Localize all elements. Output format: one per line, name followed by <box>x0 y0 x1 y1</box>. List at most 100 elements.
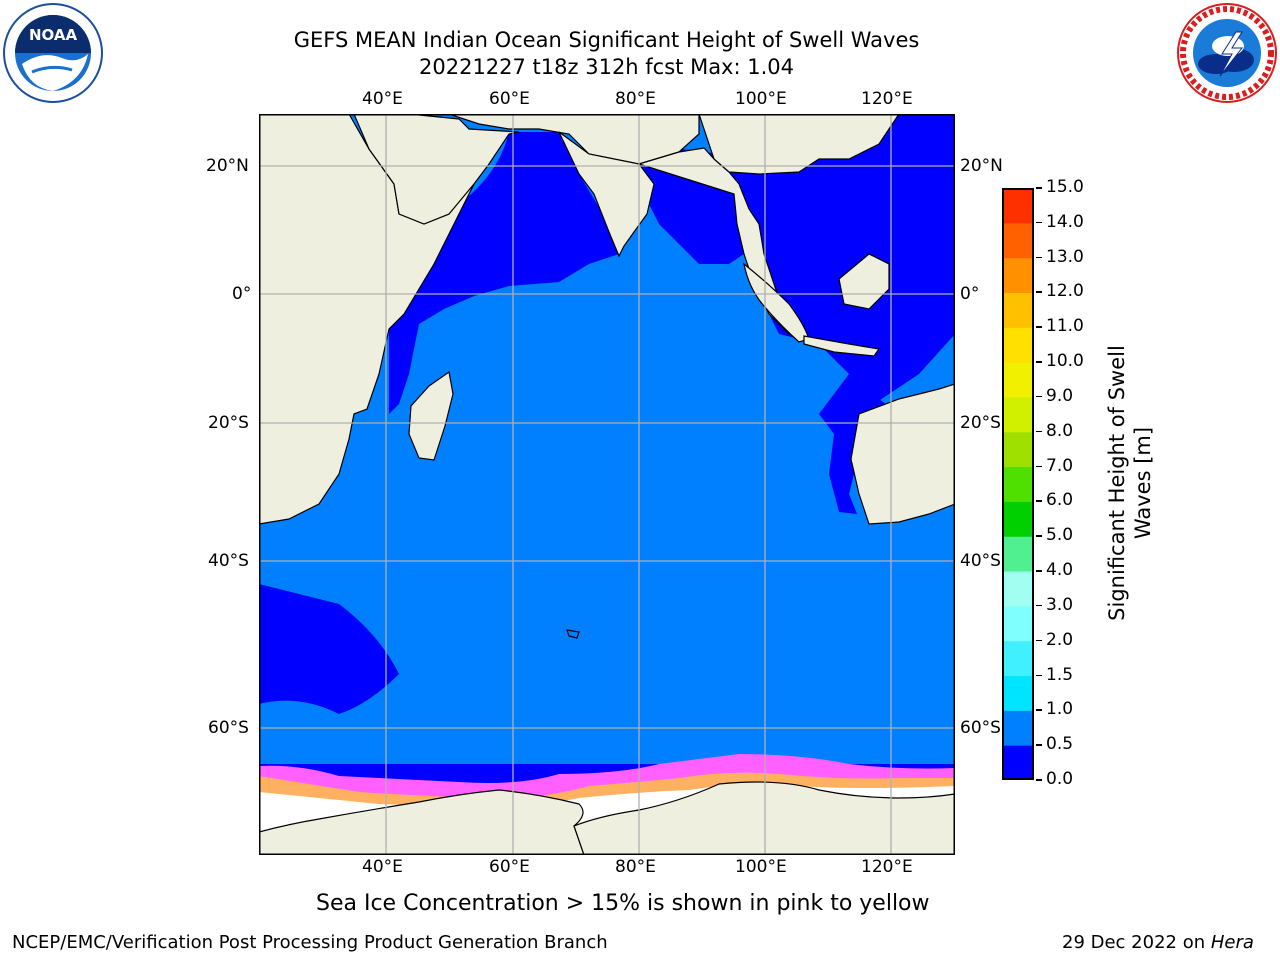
bottom-lon-label: 120°E <box>861 857 913 877</box>
footer-producer: NCEP/EMC/Verification Post Processing Pr… <box>12 932 608 953</box>
colorbar-title-line1: Significant Height of Swell <box>1105 345 1129 621</box>
colorbar-tick-label: 12.0 <box>1046 281 1084 302</box>
colorbar-tick-label: 14.0 <box>1046 211 1084 232</box>
colorbar-segment <box>1002 745 1034 781</box>
colorbar-tick-label: 8.0 <box>1046 420 1074 441</box>
left-lat-label: 0° <box>232 284 252 304</box>
graticule <box>259 114 955 855</box>
right-lat-label: 40°S <box>960 551 1001 571</box>
colorbar-tick-mark <box>1036 535 1042 537</box>
bottom-lon-label: 100°E <box>735 857 787 877</box>
land-kerguelen <box>566 629 580 639</box>
low-swell-southwest <box>259 584 399 714</box>
footer-machine: Hera <box>1210 932 1254 953</box>
colorbar-tick-label: 10.0 <box>1046 351 1084 372</box>
colorbar-tick-mark <box>1036 361 1042 363</box>
map-title: GEFS MEAN Indian Ocean Significant Heigh… <box>293 28 920 52</box>
colorbar-segment <box>1002 257 1034 293</box>
colorbar-tick-mark <box>1036 570 1042 572</box>
colorbar-ticks: 0.0 0.5 1.0 1.5 2.0 3.0 4.0 5.0 6.0 7.0 8.0 9.0 10.0… <box>1036 177 1106 789</box>
colorbar-segment <box>1002 327 1034 363</box>
colorbar-border <box>1002 188 1034 780</box>
left-lat-label: 20°S <box>208 413 249 433</box>
colorbar-segment <box>1002 466 1034 502</box>
colorbar-tick-label: 13.0 <box>1046 246 1084 267</box>
colorbar-tick-label: 4.0 <box>1046 560 1074 581</box>
bottom-lon-label: 60°E <box>489 857 530 877</box>
map-panel <box>258 113 956 856</box>
colorbar-tick-mark <box>1036 779 1042 781</box>
colorbar-tick-mark <box>1036 744 1042 746</box>
right-lat-label: 20°S <box>960 413 1001 433</box>
colorbar-tick-mark <box>1036 674 1042 677</box>
land-java <box>803 335 881 357</box>
bottom-lon-label: 40°E <box>362 857 403 877</box>
colorbar-tick-label: 15.0 <box>1046 177 1084 197</box>
map-subtitle: 20221227 t18z 312h fcst Max: 1.04 <box>419 55 794 79</box>
colorbar-segment <box>1002 222 1034 259</box>
left-lat-label: 20°N <box>206 156 249 176</box>
colorbar-tick-mark <box>1036 291 1042 293</box>
map-svg <box>258 113 956 856</box>
colorbar-tick-label: 6.0 <box>1046 490 1074 511</box>
low-swell-arabian-sea <box>389 132 619 414</box>
colorbar-tick-mark <box>1036 256 1042 259</box>
colorbar-segment <box>1002 710 1034 746</box>
top-lon-label: 40°E <box>362 89 403 109</box>
footer-date-text: 29 Dec 2022 on <box>1062 932 1211 953</box>
nws-logo <box>1176 2 1278 104</box>
colorbar-title-line2: Waves [m] <box>1131 426 1155 540</box>
colorbar-tick-mark <box>1036 430 1042 433</box>
left-lat-label: 60°S <box>208 718 249 738</box>
colorbar-segment <box>1002 362 1034 398</box>
top-lon-label: 100°E <box>735 89 787 109</box>
colorbar-tick-mark <box>1036 709 1042 711</box>
low-swell-south-china-sea <box>729 114 955 434</box>
bottom-lon-label: 80°E <box>615 857 656 877</box>
right-lat-label: 60°S <box>960 718 1001 738</box>
right-lat-label: 0° <box>960 284 980 304</box>
noaa-logo: NOAA <box>2 2 104 104</box>
top-lon-label: 80°E <box>615 89 656 109</box>
land-india <box>558 131 655 258</box>
colorbar-tick-label: 3.0 <box>1046 594 1074 615</box>
colorbar-tick-label: 0.0 <box>1046 769 1074 789</box>
top-lon-label: 60°E <box>489 89 530 109</box>
colorbar-segment <box>1002 536 1034 572</box>
land-arabia <box>353 113 520 225</box>
colorbar-tick-mark <box>1036 326 1042 328</box>
noaa-logo-text: NOAA <box>29 26 78 44</box>
colorbar-svg <box>1002 188 1034 781</box>
colorbar-segment <box>1002 501 1034 537</box>
colorbar-tick-mark <box>1036 639 1042 642</box>
colorbar-segment <box>1002 292 1034 328</box>
colorbar-segment <box>1002 571 1034 607</box>
colorbar-tick-label: 0.5 <box>1046 734 1074 755</box>
colorbar-segment <box>1002 431 1034 468</box>
colorbar-segment <box>1002 675 1034 711</box>
land-antarctica <box>258 789 585 856</box>
footer-date: 29 Dec 2022 on Hera <box>1062 932 1254 953</box>
colorbar-tick-mark <box>1036 395 1042 398</box>
colorbar-tick-mark <box>1036 221 1042 224</box>
land-australia <box>850 383 956 525</box>
colorbar-tick-label: 5.0 <box>1046 525 1074 546</box>
colorbar-tick-mark <box>1036 465 1042 468</box>
colorbar-tick-mark <box>1036 604 1042 607</box>
colorbar-segment <box>1002 188 1034 224</box>
land-borneo <box>838 253 890 310</box>
colorbar <box>1002 188 1034 781</box>
colorbar-tick-mark <box>1036 500 1042 502</box>
colorbar-tick-label: 1.0 <box>1046 699 1074 720</box>
right-lat-label: 20°N <box>960 156 1003 176</box>
sea-ice-caption: Sea Ice Concentration > 15% is shown in … <box>316 891 930 916</box>
top-lon-label: 120°E <box>861 89 913 109</box>
colorbar-segment <box>1002 640 1034 677</box>
colorbar-tick-mark <box>1036 187 1042 189</box>
land-madagascar <box>408 370 454 461</box>
colorbar-tick-label: 1.5 <box>1046 664 1074 685</box>
colorbar-tick-label: 7.0 <box>1046 455 1074 476</box>
colorbar-tick-label: 2.0 <box>1046 629 1074 650</box>
colorbar-tick-label: 11.0 <box>1046 316 1084 337</box>
colorbar-segment <box>1002 396 1034 433</box>
